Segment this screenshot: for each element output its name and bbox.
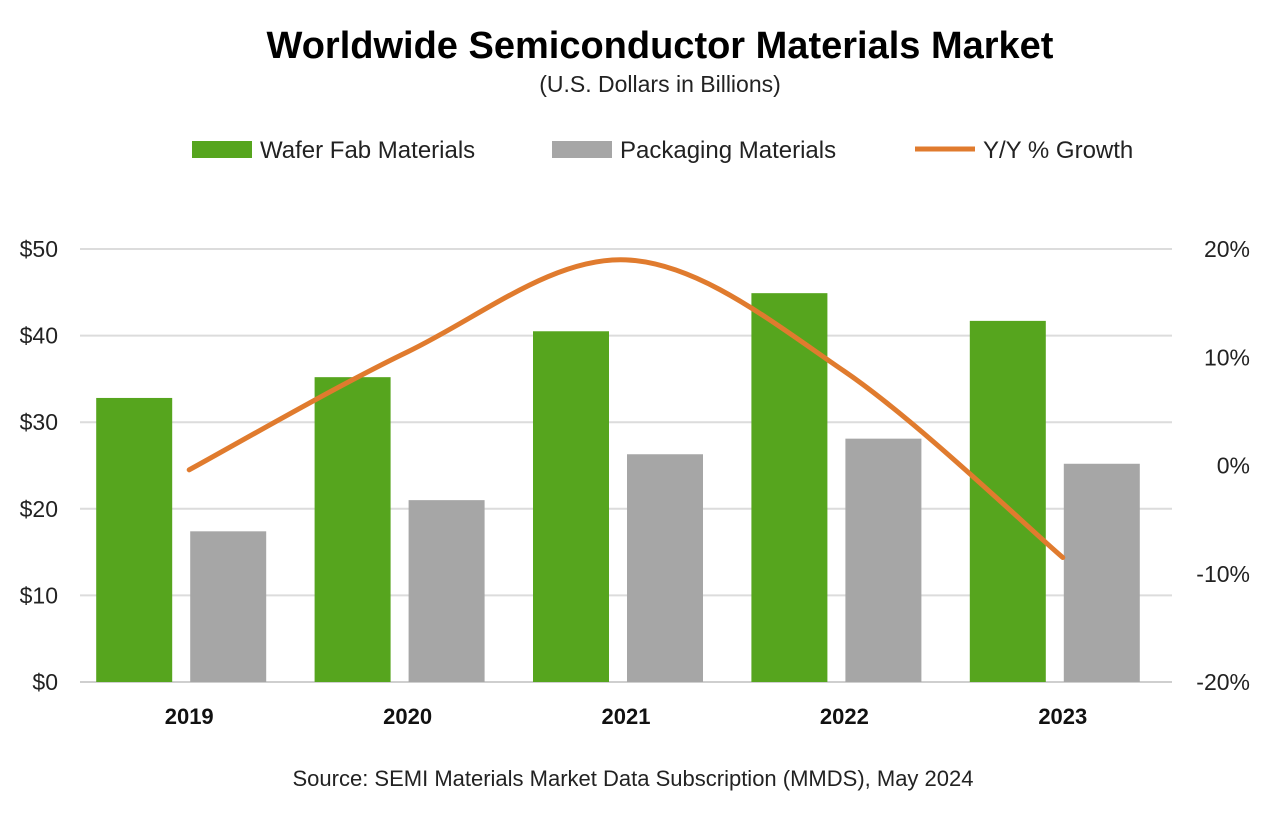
category-label: 2019 (165, 704, 214, 729)
right-tick-label: 0% (1217, 453, 1250, 479)
category-label: 2020 (383, 704, 432, 729)
left-tick-label: $10 (20, 582, 58, 608)
left-tick-label: $20 (20, 496, 58, 522)
bar-wafer-fab (533, 331, 609, 682)
growth-line-path (186, 257, 1066, 561)
bar-wafer-fab (314, 377, 391, 682)
bar-packaging (1063, 463, 1140, 682)
right-tick-label: 20% (1204, 236, 1250, 262)
left-tick-label: $50 (20, 236, 58, 262)
bar-wafer-fab (96, 397, 173, 682)
right-tick-label: -20% (1196, 669, 1250, 695)
bar-packaging (190, 531, 267, 682)
source-note: Source: SEMI Materials Market Data Subsc… (292, 766, 973, 791)
axes: $0 $10 $20 $30 $40 $50 -20% -10% 0% 10% 20% 2019 202… (20, 236, 1250, 729)
bar-wafer-fab (751, 293, 828, 682)
category-label: 2021 (602, 704, 651, 729)
chart-title: Worldwide Semiconductor Materials Market (267, 25, 1054, 67)
left-tick-label: $40 (20, 323, 58, 349)
growth-line (186, 257, 1066, 561)
right-tick-label: -10% (1196, 561, 1250, 587)
bar-packaging (408, 500, 485, 682)
legend-label: Y/Y % Growth (983, 137, 1133, 164)
left-tick-label: $30 (20, 409, 58, 435)
bar-packaging (627, 454, 703, 682)
category-label: 2022 (820, 704, 869, 729)
legend-label: Wafer Fab Materials (260, 137, 475, 164)
bar-wafer-fab (969, 320, 1046, 682)
legend-swatch (192, 141, 252, 158)
bars (96, 293, 1140, 682)
legend: Wafer Fab Materials Packaging Materials Y/… (192, 137, 1133, 164)
bar-packaging (845, 438, 922, 682)
category-label: 2023 (1038, 704, 1087, 729)
left-tick-label: $0 (32, 669, 58, 695)
chart-subtitle: (U.S. Dollars in Billions) (539, 71, 781, 97)
legend-swatch (552, 141, 612, 158)
right-tick-label: 10% (1204, 344, 1250, 370)
legend-label: Packaging Materials (620, 137, 836, 164)
